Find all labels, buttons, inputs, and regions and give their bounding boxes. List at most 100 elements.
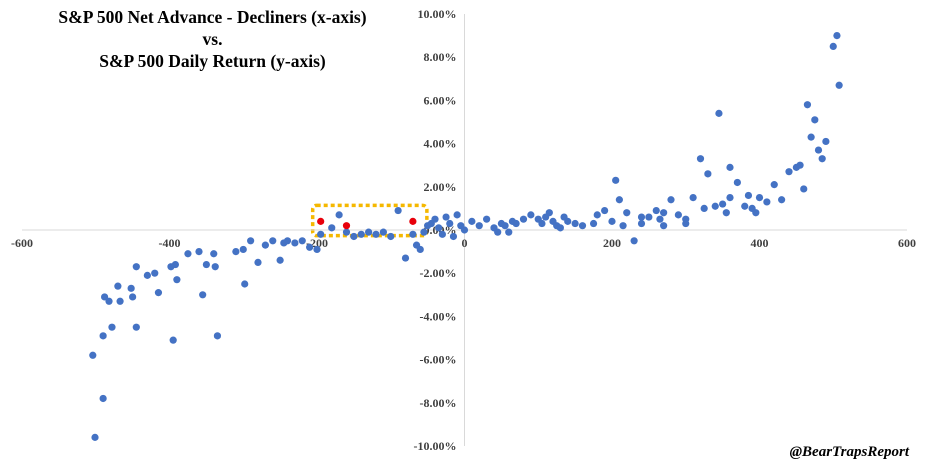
data-point bbox=[372, 230, 380, 238]
data-point bbox=[261, 241, 269, 249]
data-point bbox=[571, 219, 579, 228]
data-point bbox=[89, 351, 97, 359]
data-point bbox=[689, 194, 697, 202]
x-tick-label: 0 bbox=[462, 236, 468, 250]
data-point bbox=[328, 224, 336, 232]
data-point bbox=[814, 146, 823, 154]
data-point bbox=[719, 200, 727, 208]
x-tick-label: -600 bbox=[11, 236, 33, 250]
data-point bbox=[483, 215, 491, 223]
data-point bbox=[722, 209, 730, 217]
data-point bbox=[313, 245, 321, 254]
x-tick-label: 200 bbox=[603, 236, 621, 250]
data-point bbox=[682, 215, 690, 223]
data-point bbox=[453, 211, 461, 219]
data-point bbox=[704, 170, 712, 178]
data-point bbox=[213, 332, 222, 340]
data-point bbox=[601, 206, 609, 215]
highlight-data-point bbox=[317, 217, 325, 225]
data-point bbox=[365, 228, 373, 236]
data-point bbox=[449, 232, 458, 241]
data-point bbox=[379, 228, 387, 236]
chart-title-line-3: S&P 500 Daily Return (y-axis) bbox=[99, 51, 326, 71]
y-tick-label: 8.00% bbox=[424, 50, 457, 64]
data-point bbox=[357, 230, 365, 238]
data-point bbox=[99, 394, 107, 403]
data-point bbox=[195, 248, 203, 256]
data-point bbox=[460, 226, 469, 234]
data-point bbox=[785, 168, 793, 176]
data-point bbox=[446, 219, 454, 228]
data-point bbox=[538, 219, 546, 228]
data-point bbox=[91, 433, 99, 441]
data-point bbox=[835, 81, 843, 89]
data-point bbox=[593, 211, 601, 219]
chart-title: S&P 500 Net Advance - Decliners (x-axis)… bbox=[0, 6, 425, 72]
data-point bbox=[291, 239, 299, 247]
y-tick-label: -2.00% bbox=[420, 266, 457, 280]
data-point bbox=[667, 196, 675, 204]
y-tick-label: 10.00% bbox=[418, 7, 457, 21]
data-point bbox=[796, 161, 804, 169]
data-point bbox=[763, 198, 771, 206]
data-point bbox=[505, 228, 513, 236]
data-point bbox=[247, 237, 255, 245]
data-point bbox=[283, 237, 292, 245]
data-point bbox=[803, 101, 812, 109]
data-point bbox=[468, 217, 476, 225]
y-tick-label: 6.00% bbox=[424, 93, 457, 107]
data-point bbox=[232, 248, 240, 256]
data-point bbox=[129, 293, 137, 301]
y-tick-label: 2.00% bbox=[424, 180, 457, 194]
data-point bbox=[387, 232, 395, 241]
data-point bbox=[612, 176, 620, 184]
data-point bbox=[527, 211, 535, 219]
data-point bbox=[770, 181, 778, 189]
data-point bbox=[438, 230, 446, 238]
data-point bbox=[637, 219, 646, 228]
data-point bbox=[637, 213, 646, 221]
data-point bbox=[726, 194, 734, 202]
data-point bbox=[556, 224, 564, 232]
data-point bbox=[630, 237, 638, 245]
data-point bbox=[276, 256, 284, 264]
x-tick-label: 600 bbox=[898, 236, 916, 250]
data-point bbox=[173, 276, 181, 284]
data-point bbox=[519, 215, 528, 223]
data-point bbox=[442, 213, 450, 221]
data-point bbox=[822, 137, 830, 146]
data-point bbox=[184, 250, 192, 258]
data-point bbox=[132, 263, 140, 271]
data-point bbox=[298, 237, 306, 245]
data-point bbox=[623, 209, 631, 217]
data-point bbox=[660, 209, 668, 217]
data-point bbox=[696, 155, 705, 163]
data-point bbox=[564, 217, 572, 225]
data-point bbox=[652, 206, 660, 215]
data-point bbox=[475, 222, 483, 230]
data-point bbox=[132, 323, 140, 331]
y-tick-label: -6.00% bbox=[420, 353, 457, 367]
data-point bbox=[210, 250, 218, 258]
y-tick-label: -10.00% bbox=[414, 439, 457, 453]
data-point bbox=[811, 116, 819, 124]
x-tick-label: 400 bbox=[751, 236, 769, 250]
data-point bbox=[169, 336, 177, 344]
data-point bbox=[578, 222, 587, 230]
data-point bbox=[744, 191, 753, 200]
data-point bbox=[660, 222, 668, 230]
data-point bbox=[114, 282, 122, 290]
data-point bbox=[350, 232, 358, 241]
x-tick-label: -400 bbox=[159, 236, 181, 250]
data-point bbox=[833, 31, 841, 40]
data-point bbox=[741, 202, 749, 210]
y-tick-label: -8.00% bbox=[420, 396, 457, 410]
data-point bbox=[545, 209, 553, 217]
data-point bbox=[154, 289, 163, 297]
data-point bbox=[700, 204, 708, 212]
data-point bbox=[167, 263, 175, 271]
highlight-data-point bbox=[342, 222, 351, 230]
data-point bbox=[615, 196, 623, 204]
